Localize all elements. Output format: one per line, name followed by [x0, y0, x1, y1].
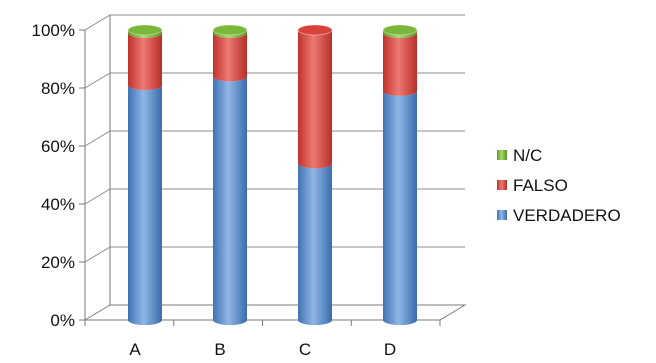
bar-segment-falso-A	[128, 32, 162, 91]
x-tick-label: D	[384, 340, 396, 359]
legend-item-verdadero: VERDADERO	[497, 206, 621, 225]
bar-segment-nc-A	[128, 30, 162, 38]
gridline	[84, 188, 465, 205]
y-tick-label: 80%	[41, 79, 75, 98]
x-tick-label: B	[214, 340, 225, 359]
bar-D	[382, 24, 418, 326]
bar-top-cap-C	[297, 24, 333, 36]
legend-swatch	[497, 180, 507, 190]
bar-segment-verdadero-C	[298, 163, 332, 325]
bar-segment-nc-B	[213, 30, 247, 38]
bar-segment-nc-D	[383, 30, 417, 38]
bar-top-cap-D	[382, 24, 418, 36]
bar-segment-falso-C	[298, 30, 332, 169]
bar-A	[127, 24, 163, 325]
plot-frame	[84, 14, 467, 326]
y-tick-label: 20%	[41, 253, 75, 272]
bar-segment-falso-D	[383, 32, 417, 96]
bar-segment-verdadero-A	[128, 85, 162, 325]
bars	[127, 24, 418, 326]
y-tick-label: 60%	[41, 137, 75, 156]
bar-segment-falso-B	[213, 32, 247, 82]
gridline	[84, 130, 465, 147]
y-tick-label: 40%	[41, 195, 75, 214]
x-tick-label: A	[129, 340, 141, 359]
bar-top-cap-A	[127, 24, 163, 36]
legend-swatch	[497, 210, 507, 220]
x-axis: A B C D	[129, 340, 396, 359]
legend-item-nc: N/C	[497, 146, 542, 165]
legend: N/C FALSO VERDADERO	[497, 146, 621, 225]
legend-label: VERDADERO	[513, 206, 621, 225]
legend-item-falso: FALSO	[497, 176, 568, 195]
gridline	[84, 14, 465, 31]
bar-top-cap-B	[212, 24, 248, 36]
x-tick-label: C	[299, 340, 311, 359]
bar-C	[297, 24, 333, 325]
gridline	[84, 72, 465, 89]
bar-segment-verdadero-B	[213, 76, 247, 326]
y-tick-label: 0%	[50, 311, 75, 330]
y-tick-label: 100%	[32, 21, 75, 40]
bar-B	[212, 24, 248, 326]
legend-label: FALSO	[513, 176, 568, 195]
back-wall-left	[84, 15, 111, 321]
gridline	[84, 246, 465, 263]
bar-segment-verdadero-D	[383, 90, 417, 326]
legend-swatch	[497, 150, 507, 160]
legend-label: N/C	[513, 146, 542, 165]
y-axis: 0% 20% 40% 60% 80% 100%	[32, 21, 85, 330]
